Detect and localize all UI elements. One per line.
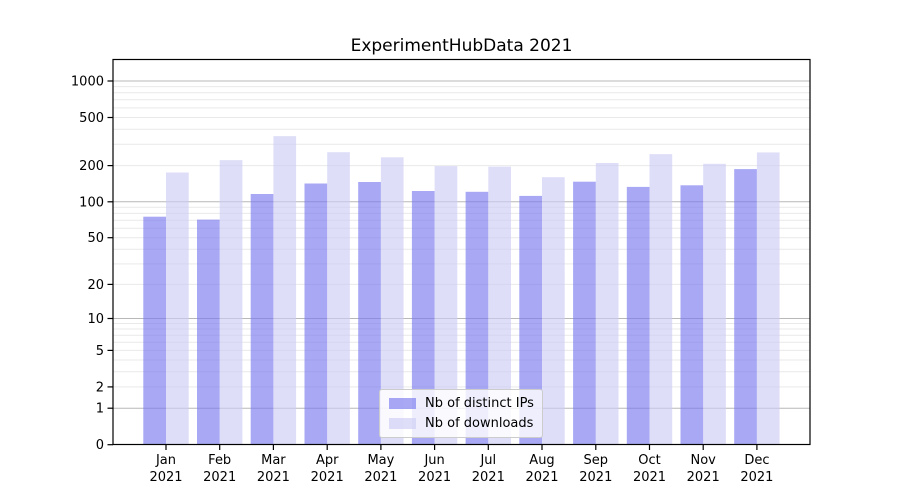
bar-nb-of-distinct-ips-may-2021 [358,182,381,445]
y-tick-label-500: 500 [79,111,104,126]
y-tick-label-200: 200 [79,159,104,174]
bar-nb-of-downloads-aug-2021 [542,177,565,445]
x-tick-label-sep: Sep [584,453,609,468]
y-tick-label-100: 100 [79,195,104,210]
bar-nb-of-distinct-ips-dec-2021 [734,169,757,445]
x-tick-label-jun: Jun [423,453,444,468]
bar-nb-of-distinct-ips-apr-2021 [304,183,328,445]
y-tick-label-0: 0 [96,438,104,453]
y-tick-label-10: 10 [87,312,104,327]
x-tick-label-may: May [367,453,394,468]
x-tick-label-dec-year: 2021 [740,470,773,485]
x-tick-label-oct: Oct [638,453,660,468]
bar-nb-of-downloads-nov-2021 [703,163,726,445]
x-tick-label-oct-year: 2021 [633,470,666,485]
y-tick-label-5: 5 [96,344,104,359]
axes-spines [112,58,811,446]
y-tick-label-2: 2 [96,380,104,395]
x-tick-label-sep-year: 2021 [579,470,612,485]
x-tick-label-feb: Feb [208,453,231,468]
x-tick-label-apr: Apr [316,453,339,468]
x-tick-label-nov-year: 2021 [687,470,720,485]
x-tick-label-jan-year: 2021 [149,470,182,485]
bar-nb-of-downloads-jan-2021 [166,172,189,445]
bar-nb-of-distinct-ips-jul-2021 [465,191,489,445]
bar-nb-of-downloads-mar-2021 [273,136,297,445]
bar-nb-of-downloads-dec-2021 [756,152,780,445]
legend: Nb of distinct IPs Nb of downloads [379,389,543,438]
bar-nb-of-downloads-apr-2021 [327,152,350,445]
x-tick-label-jul: Jul [479,453,496,468]
x-tick-label-aug-year: 2021 [525,470,558,485]
bar-nb-of-downloads-feb-2021 [219,160,243,445]
x-tick-label-mar: Mar [261,453,286,468]
x-tick-label-jan: Jan [155,453,176,468]
x-tick-label-apr-year: 2021 [311,470,344,485]
legend-label-downloads: Nb of downloads [425,416,534,431]
x-tick-label-aug: Aug [529,453,554,468]
bar-nb-of-distinct-ips-aug-2021 [519,195,542,445]
bar-nb-of-distinct-ips-jan-2021 [143,216,166,445]
bar-nb-of-distinct-ips-jun-2021 [411,191,435,445]
x-tick-label-mar-year: 2021 [257,470,290,485]
bar-nb-of-downloads-jun-2021 [434,166,458,445]
bar-nb-of-distinct-ips-mar-2021 [250,194,274,445]
legend-item-downloads: Nb of downloads [389,415,533,432]
legend-swatch-downloads [389,418,416,429]
bar-nb-of-downloads-jul-2021 [488,166,511,445]
y-tick-label-1000: 1000 [71,75,104,90]
bar-nb-of-distinct-ips-feb-2021 [197,219,220,445]
x-tick-label-jun-year: 2021 [418,470,451,485]
legend-item-distinct-ips: Nb of distinct IPs [389,395,534,412]
chart-title: ExperimentHubData 2021 [350,36,573,56]
bar-nb-of-downloads-may-2021 [380,157,404,445]
bar-nb-of-distinct-ips-nov-2021 [680,185,704,445]
bar-nb-of-downloads-oct-2021 [649,154,673,445]
x-tick-label-nov: Nov [691,453,717,468]
y-tick-label-1: 1 [96,402,104,417]
bar-nb-of-distinct-ips-sep-2021 [573,181,596,445]
x-tick-label-jul-year: 2021 [472,470,505,485]
x-tick-label-dec: Dec [744,453,769,468]
legend-label-distinct-ips: Nb of distinct IPs [425,396,534,411]
x-tick-label-may-year: 2021 [364,470,397,485]
legend-swatch-distinct-ips [389,398,416,409]
y-tick-label-20: 20 [87,278,104,293]
bar-nb-of-distinct-ips-oct-2021 [626,186,650,445]
y-tick-label-50: 50 [87,231,104,246]
x-tick-label-feb-year: 2021 [203,470,236,485]
bar-nb-of-downloads-sep-2021 [595,163,619,445]
